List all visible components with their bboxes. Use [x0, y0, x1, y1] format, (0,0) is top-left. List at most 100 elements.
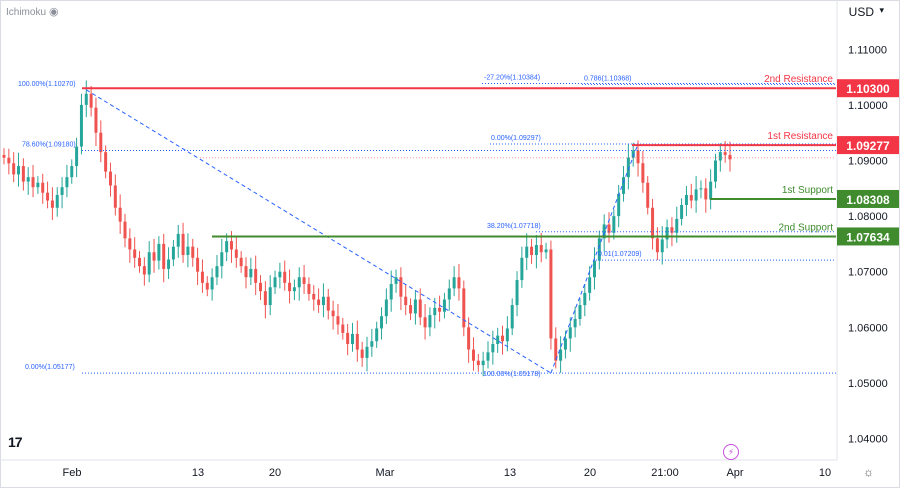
candle-body [612, 216, 616, 233]
x-tick-label: 13 [504, 467, 516, 479]
candle-body [496, 335, 500, 344]
candle-body [79, 104, 83, 147]
candle-body [394, 277, 398, 284]
candle-body [99, 132, 103, 153]
candle-body [689, 194, 693, 201]
candle-body [17, 166, 21, 175]
candle-body [50, 200, 54, 208]
candle-body [597, 238, 601, 261]
level-label: 1st Support [782, 185, 833, 196]
candle-body [229, 241, 233, 250]
price-tag-label: 1.07634 [846, 230, 890, 244]
candle-body [46, 192, 50, 201]
candle-body [380, 316, 384, 329]
candle-body [317, 299, 321, 306]
candle-body [563, 338, 567, 350]
price-tag [837, 79, 899, 98]
candle-body [254, 268, 258, 283]
candle-body [665, 227, 669, 240]
candle-body [631, 150, 635, 158]
candle-body [239, 257, 243, 267]
currency-selector[interactable]: USD [848, 5, 874, 19]
candle-body [501, 335, 505, 342]
candle-body [60, 187, 64, 195]
candle-body [200, 271, 204, 283]
candle-body [447, 288, 451, 300]
candle-body [55, 194, 59, 208]
candle-body [583, 292, 587, 306]
fib-trend-line [86, 89, 552, 374]
indicator-name: Ichimoku [6, 7, 47, 18]
tradingview-logo-icon: 17 [8, 434, 23, 450]
candle-body [302, 277, 306, 284]
candle-body [520, 257, 524, 281]
candle-body [457, 277, 461, 289]
lightning-icon[interactable]: ⚡ [723, 444, 739, 460]
fib-level-label: 100.00%(1.10270) [18, 81, 76, 88]
candle-body [481, 360, 485, 366]
candle-body [360, 349, 364, 358]
candle-body [617, 193, 621, 217]
candle-body [176, 233, 180, 247]
gear-icon[interactable]: ☼ [863, 465, 874, 479]
caret-down-icon[interactable]: ▾ [879, 5, 884, 15]
candle-body [167, 259, 171, 269]
candle-body [162, 243, 166, 269]
indicator-legend[interactable]: Ichimoku ◉ [6, 5, 59, 18]
candle-body [505, 328, 509, 342]
candle-body [350, 333, 354, 344]
x-tick-label: 20 [584, 467, 596, 479]
candle-body [539, 245, 543, 253]
candle-body [186, 246, 190, 256]
candle-body [636, 150, 640, 164]
candle-body [133, 249, 137, 258]
candle-body [75, 146, 79, 167]
y-tick-label: 1.04000 [848, 434, 888, 446]
candle-body [486, 352, 490, 361]
y-tick-label: 1.07000 [848, 267, 888, 279]
candle-body [21, 166, 25, 182]
candle-body [365, 346, 369, 358]
candle-body [670, 227, 674, 233]
candle-body [104, 152, 108, 172]
price-tag-label: 1.09277 [846, 139, 890, 153]
candle-body [89, 93, 93, 108]
candle-body [655, 238, 659, 253]
candle-body [41, 182, 45, 193]
price-tag [837, 136, 899, 155]
candle-body [331, 310, 335, 317]
candle-body [646, 182, 650, 208]
candle-body [651, 207, 655, 239]
candle-body [607, 224, 611, 233]
fib-level-label: 100.00%(1.05178) [483, 371, 541, 378]
candle-body [515, 280, 519, 306]
candle-body [225, 241, 229, 253]
level-label: 2nd Support [779, 222, 834, 233]
fib-level-label: 0.00%(1.05177) [25, 364, 75, 371]
candle-body [713, 160, 717, 182]
candle-body [534, 245, 538, 256]
candle-body [491, 344, 495, 353]
candle-body [549, 249, 553, 339]
y-tick-label: 1.11000 [848, 44, 887, 56]
candle-body [259, 282, 263, 292]
candle-body [559, 349, 563, 361]
candle-body [147, 252, 151, 275]
fib-level-label: 0.01(1.07209) [598, 251, 642, 258]
y-tick-label: 1.06000 [848, 322, 888, 334]
candle-body [626, 157, 630, 178]
candle-body [268, 287, 272, 306]
candle-body [249, 268, 253, 278]
candle-body [205, 282, 209, 290]
candle-body [273, 277, 277, 288]
candle-body [171, 246, 175, 260]
candle-body [433, 307, 437, 316]
candle-body [220, 252, 224, 267]
candle-body [7, 157, 11, 164]
candle-body [622, 177, 626, 194]
x-tick-label: 20 [269, 467, 281, 479]
candle-body [530, 246, 534, 256]
y-tick-label: 1.10000 [848, 100, 888, 112]
eye-icon[interactable]: ◉ [49, 6, 59, 18]
